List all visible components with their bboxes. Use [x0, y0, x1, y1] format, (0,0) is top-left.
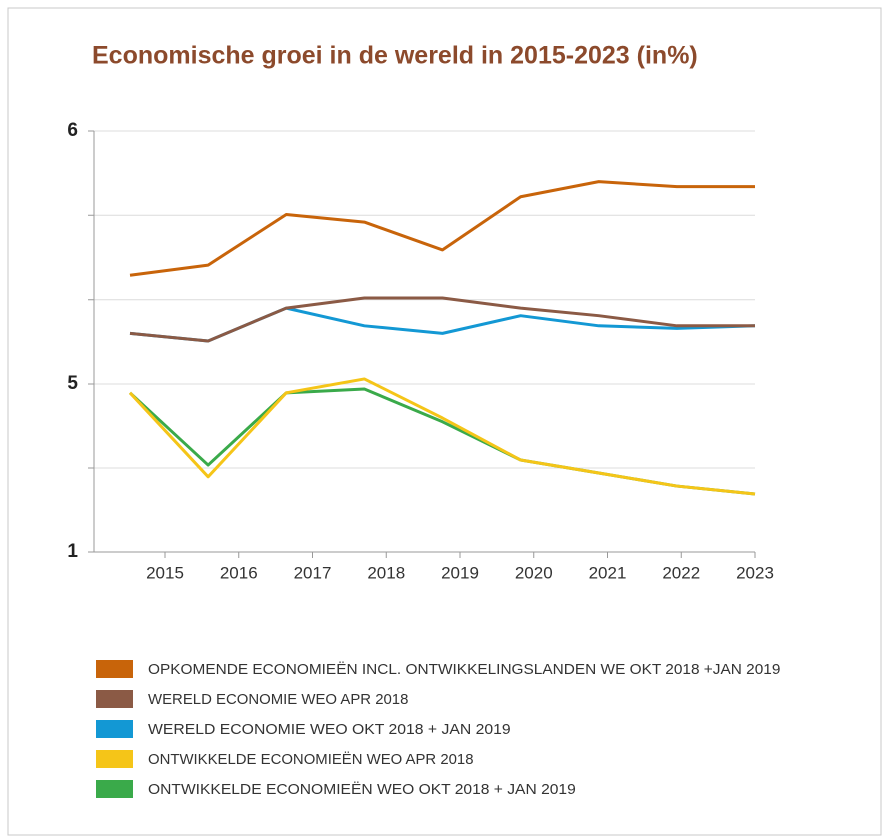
legend-swatch	[96, 690, 133, 708]
y-tick-label: 6	[67, 120, 78, 141]
x-tick-label: 2019	[441, 563, 479, 582]
x-tick-label: 2022	[662, 563, 700, 582]
legend-label: WERELD ECONOMIE WEO OKT 2018 + JAN 2019	[148, 721, 511, 738]
x-tick-label: 2017	[294, 563, 332, 582]
frame	[7, 7, 882, 836]
series-line	[128, 377, 756, 496]
legend-swatch	[96, 720, 133, 738]
x-tick-label: 2021	[589, 563, 627, 582]
series-line	[129, 180, 755, 277]
legend-label: WERELD ECONOMIE WEO APR 2018	[148, 691, 408, 708]
x-tick-label: 2018	[367, 563, 405, 582]
legend-label: ONTWIKKELDE ECONOMIEËN WEO APR 2018	[148, 751, 474, 768]
chart-title: Economische groei in de wereld in 2015-2…	[92, 42, 698, 70]
legend-swatch	[96, 660, 133, 678]
y-tick-label: 5	[67, 373, 78, 394]
legend-swatch	[96, 780, 133, 798]
series-line	[129, 296, 755, 343]
x-tick-label: 2023	[736, 563, 774, 582]
series-line	[128, 387, 756, 496]
x-tick-label: 2016	[220, 563, 258, 582]
legend-swatch	[96, 750, 133, 768]
y-tick-label: 1	[67, 541, 78, 562]
legend-label: ONTWIKKELDE ECONOMIEËN WEO OKT 2018 + JA…	[148, 781, 576, 798]
x-tick-label: 2020	[515, 563, 553, 582]
legend-label: OPKOMENDE ECONOMIEËN INCL. ONTWIKKELINGS…	[148, 661, 780, 678]
x-tick-label: 2015	[146, 563, 184, 582]
